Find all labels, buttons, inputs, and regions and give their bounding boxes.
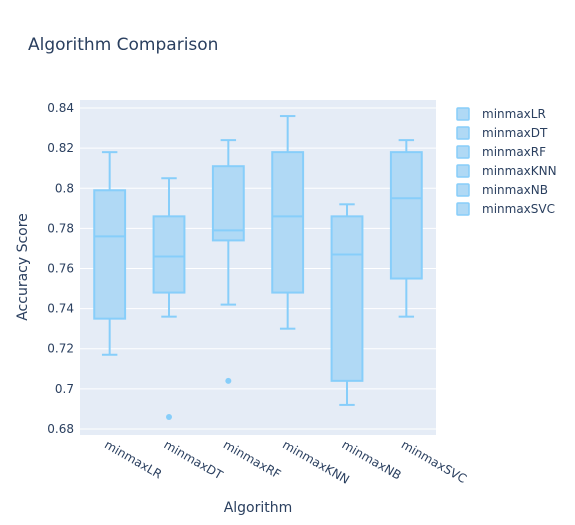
- box-minmaxSVC[interactable]: [389, 139, 423, 318]
- boxes: [93, 115, 423, 420]
- legend-swatch: [456, 145, 470, 159]
- y-tick-labels: 0.68 0.7 0.72 0.74 0.76 0.78 0.8 0.82 0.84: [47, 101, 74, 436]
- legend-swatch: [456, 183, 470, 197]
- box-iqr: [152, 215, 186, 294]
- outlier-point: [225, 377, 232, 384]
- box-minmaxNB[interactable]: [330, 203, 364, 406]
- box-iqr: [93, 189, 127, 320]
- legend-swatch: [456, 164, 470, 178]
- legend-item-minmaxNB[interactable]: minmaxNB: [456, 183, 548, 197]
- legend-swatch: [456, 126, 470, 140]
- y-tick-label: 0.68: [47, 422, 74, 436]
- box-minmaxRF[interactable]: [211, 139, 245, 384]
- plot-area: [80, 100, 436, 435]
- legend-swatch: [456, 107, 470, 121]
- box-minmaxLR[interactable]: [93, 151, 127, 356]
- y-tick-label: 0.82: [47, 141, 74, 155]
- y-tick-label: 0.72: [47, 342, 74, 356]
- legend-label: minmaxRF: [482, 145, 546, 159]
- x-tick-labels: minmaxLRminmaxDTminmaxRFminmaxKNNminmaxN…: [102, 437, 469, 486]
- x-tick-label: minmaxLR: [102, 437, 164, 481]
- legend-item-minmaxSVC[interactable]: minmaxSVC: [456, 202, 555, 216]
- legend-label: minmaxNB: [482, 183, 548, 197]
- y-tick-label: 0.8: [55, 181, 74, 195]
- y-tick-label: 0.76: [47, 262, 74, 276]
- y-tick-label: 0.78: [47, 221, 74, 235]
- y-tick-label: 0.84: [47, 101, 74, 115]
- box-iqr: [389, 151, 423, 280]
- y-axis-title: Accuracy Score: [15, 213, 31, 321]
- legend-item-minmaxDT[interactable]: minmaxDT: [456, 126, 548, 140]
- x-axis-title: Algorithm: [224, 500, 293, 516]
- legend-label: minmaxDT: [482, 126, 548, 140]
- legend-label: minmaxKNN: [482, 164, 557, 178]
- box-minmaxDT[interactable]: [152, 177, 186, 420]
- x-tick-label: minmaxSVC: [399, 437, 469, 486]
- grid-lines: [80, 107, 436, 430]
- chart-title: Algorithm Comparison: [28, 35, 218, 55]
- legend-item-minmaxLR[interactable]: minmaxLR: [456, 107, 546, 121]
- x-tick-label: minmaxRF: [221, 437, 284, 481]
- y-tick-label: 0.7: [55, 382, 74, 396]
- legend[interactable]: minmaxLR minmaxDT minmaxRF minmaxKNN minmaxN…: [456, 107, 557, 216]
- outlier-point: [166, 413, 172, 420]
- box-iqr: [211, 165, 245, 242]
- legend-item-minmaxKNN[interactable]: minmaxKNN: [456, 164, 557, 178]
- legend-label: minmaxSVC: [482, 202, 555, 216]
- x-tick-label: minmaxKNN: [280, 437, 352, 486]
- legend-item-minmaxRF[interactable]: minmaxRF: [456, 145, 546, 159]
- box-minmaxKNN[interactable]: [271, 115, 305, 330]
- box-iqr: [271, 151, 305, 294]
- y-tick-label: 0.74: [47, 302, 74, 316]
- x-tick-label: minmaxDT: [162, 437, 226, 482]
- box-iqr: [330, 215, 364, 382]
- legend-label: minmaxLR: [482, 107, 546, 121]
- legend-swatch: [456, 202, 470, 216]
